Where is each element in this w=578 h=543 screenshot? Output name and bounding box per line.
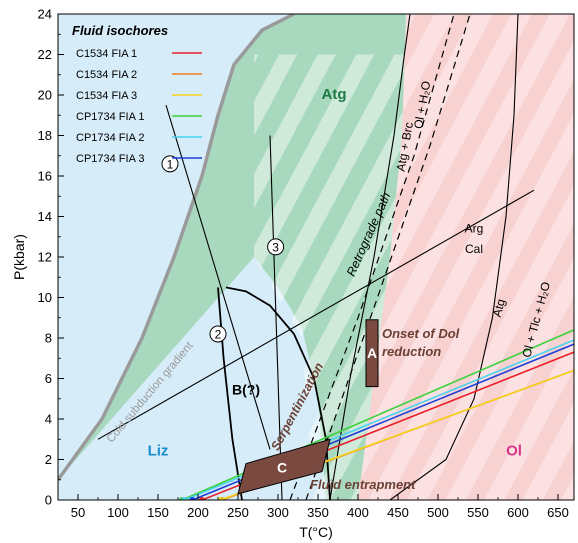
y-axis-label: P(kbar) [11,234,27,280]
label-fluid-entrapment: Fluid entrapment [310,477,416,492]
y-tick-label: 10 [38,290,52,305]
label-onset-line1: Onset of Dol [382,326,460,341]
x-tick-label: 500 [427,505,449,520]
x-tick-label: 400 [347,505,369,520]
legend-label-2: C1534 FIA 2 [76,69,137,81]
box-a-label: A [367,345,377,361]
x-tick-label: 100 [107,505,129,520]
y-tick-label: 14 [38,209,52,224]
box-a [365,319,379,388]
y-tick-label: 20 [38,88,52,103]
x-tick-label: 250 [227,505,249,520]
legend-label-5: CP1734 FIA 2 [76,132,145,144]
legend-label-6: CP1734 FIA 3 [76,153,145,165]
circle-label-3: 3 [272,240,279,254]
x-axis-label: T(°C) [299,524,333,540]
legend-items: C1534 FIA 1 C1534 FIA 2 C1534 FIA 3 CP1734 … [76,48,202,165]
x-tick-label: 650 [547,505,569,520]
x-axis-ticks: 50 100 150 200 250 300 350 400 450 500 550 600 650 [57,494,569,520]
box-c-shape [237,438,331,495]
label-arg: Arg [465,222,484,236]
circle-marker-3 [267,238,285,256]
y-tick-label: 8 [45,331,52,346]
circle-label-2: 2 [215,327,222,341]
x-tick-label: 200 [187,505,209,520]
arg-cal-line [97,189,535,440]
label-ol: Ol [506,442,522,459]
isochore-start-marker-5 [181,497,188,500]
label-liz: Liz [148,442,169,459]
atg-brc-reaction [329,14,411,500]
label-cal: Cal [465,242,483,256]
y-tick-label: 6 [45,371,52,386]
x-tick-label: 300 [267,505,289,520]
serpentinization-arc [225,286,331,500]
axes: 50 100 150 200 250 300 350 400 450 500 550 600 650 0… [11,7,575,540]
ol-field-stripes [358,14,574,500]
y-tick-label: 18 [38,128,52,143]
x-tick-label: 550 [467,505,489,520]
circle-marker-1 [161,155,179,173]
y-tick-label: 2 [45,452,52,467]
x-tick-label: 150 [147,505,169,520]
liz-atg-boundary [217,287,243,500]
legend-label-1: C1534 FIA 1 [76,48,137,60]
y-tick-label: 16 [38,169,52,184]
x-tick-label: 600 [507,505,529,520]
legend-label-3: C1534 FIA 3 [76,90,137,102]
label-onset-line2: reduction [382,344,441,359]
y-tick-label: 4 [45,412,52,427]
y-tick-label: 24 [38,7,52,22]
isochore-start-marker-6 [189,497,196,500]
x-tick-label: 50 [71,505,85,520]
isochore-1 [165,104,271,450]
y-tick-label: 0 [45,493,52,508]
box-c-label: C [277,460,287,476]
isochore-3 [269,135,283,500]
y-tick-label: 12 [38,250,52,265]
atg-out-reaction [389,14,519,500]
label-atg-small: Atg [490,298,508,319]
cold-subduction-gradient [58,14,295,481]
x-tick-label: 350 [307,505,329,520]
legend-label-4: CP1734 FIA 1 [76,111,145,123]
isochore-start-marker-3 [217,497,224,500]
legend-title: Fluid isochores [72,23,168,38]
box-b-label: B(?) [232,382,260,398]
label-atg: Atg [322,86,347,103]
pt-boxes: A C B(?) 1 2 3 [161,155,379,495]
circle-marker-2 [209,325,227,343]
y-tick-label: 22 [38,47,52,62]
circle-label-1: 1 [167,157,174,171]
isochore-start-marker-1 [199,497,205,500]
reaction-curves [97,14,535,500]
retrograde-path-2 [305,14,471,500]
retrograde-path-1 [289,14,455,500]
x-tick-label: 450 [387,505,409,520]
phase-fields [58,14,574,500]
